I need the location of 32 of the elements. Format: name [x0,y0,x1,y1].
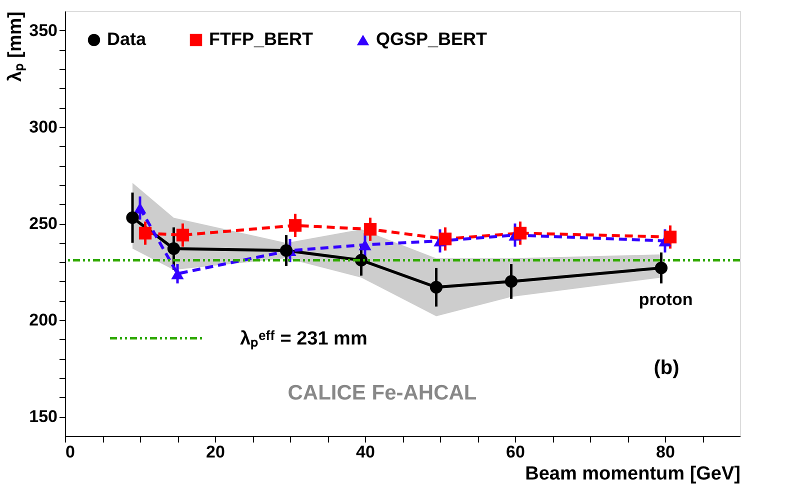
y-tick-label: 250 [29,214,58,233]
point [288,219,302,232]
x-tick-label: 60 [506,442,525,462]
legend-label: FTFP_BERT [209,29,314,49]
point [138,226,152,240]
x-tick-label: 20 [206,442,225,462]
point [176,228,190,242]
annotation: proton [638,290,693,309]
legend-label: QGSP_BERT [376,29,488,49]
point [430,280,443,294]
point [504,275,518,288]
y-tick-label: 200 [29,310,58,330]
point [126,211,139,224]
x-axis-title: Beam momentum [GeV] [525,464,740,484]
annotation: CALICE Fe-AHCAL [288,382,477,404]
y-tick-label: 350 [29,20,58,40]
x-tick-label: 0 [66,442,75,462]
legend-label: λₚᵉᶠᶠ = 231 mm [240,328,368,350]
point [167,242,180,255]
y-tick-label: 300 [29,117,58,136]
y-axis-title: λₚ [mm] [5,12,26,82]
y-tick-label: 150 [29,407,58,426]
point [514,226,527,240]
point [664,230,677,244]
point [654,262,668,274]
x-tick-label: 40 [356,442,375,462]
point [438,232,452,246]
annotation: (b) [654,357,680,379]
legend-label: Data [107,29,148,49]
x-tick-label: 80 [656,442,675,462]
point [364,222,377,236]
point [280,244,293,257]
